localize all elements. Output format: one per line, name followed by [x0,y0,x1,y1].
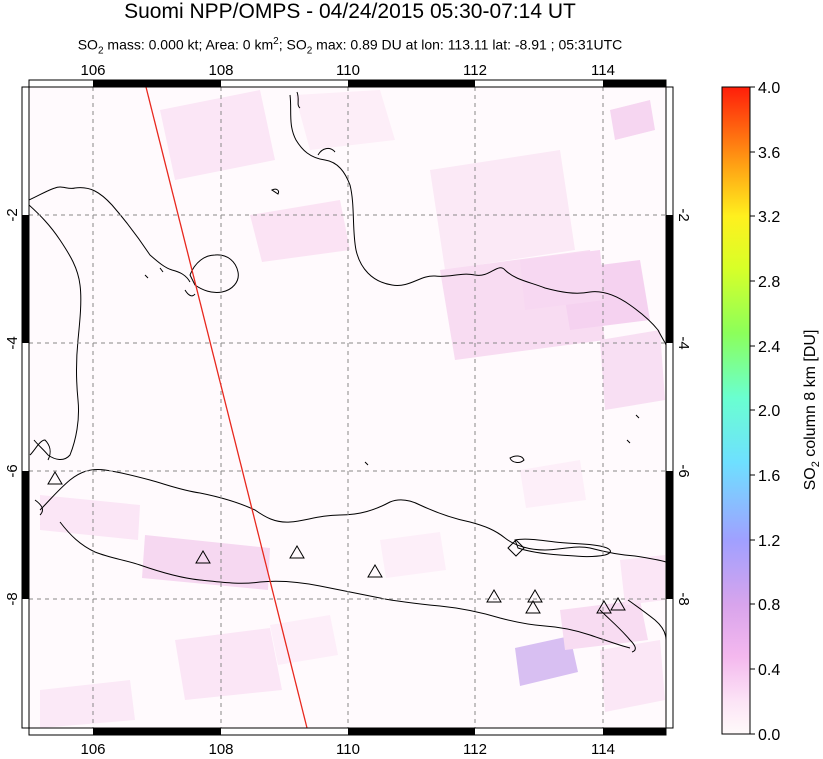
lat-ticks-left: -2 -4 -6 -8 [4,208,21,605]
colorbar-title: SO2 column 8 km [DU] [802,330,822,491]
lat-tick: -6 [675,464,692,477]
lat-tick: -4 [4,336,21,349]
lon-tick: 110 [336,62,360,79]
lat-tick: -4 [675,336,692,349]
volcano-marker [47,471,63,485]
graticule [29,87,666,728]
colorbar-tick-label: 2.4 [758,339,780,356]
volcano-marker [527,589,543,603]
colorbar-tick-label: 3.2 [758,209,780,226]
coastlines [29,91,666,653]
colorbar-tick-label: 2.8 [758,274,780,291]
lat-ticks-right: -2 -4 -6 -8 [675,208,692,605]
colorbar-tick-label: 1.6 [758,468,780,485]
so2-retrieval-pixels [40,90,665,728]
lon-tick: 114 [591,62,615,79]
volcano-marker [507,539,525,557]
volcano-marker [525,600,541,614]
lon-ticks-top: 106 108 110 112 114 [80,62,614,79]
volcano-marker [195,550,211,564]
volcano-marker [610,597,626,611]
map-subtitle: SO2 mass: 0.000 kt; Area: 0 km2; SO2 max… [77,36,623,57]
colorbar-tick-label: 0.0 [758,727,780,744]
colorbar-tick-label: 2.0 [758,403,780,420]
colorbar [721,86,751,735]
lat-tick: -6 [4,464,21,477]
lon-tick: 108 [208,62,233,79]
swath-edge-line [145,86,308,729]
volcano-markers [47,471,626,614]
colorbar-tick-labels: 4.0 3.6 3.2 2.8 2.4 2.0 1.6 1.2 0.8 0.4 … [758,80,780,744]
lon-tick: 108 [208,741,233,758]
map-frame [21,79,674,736]
colorbar-tick-label: 0.4 [758,662,780,679]
lon-tick: 110 [336,741,360,758]
lon-tick: 112 [463,741,487,758]
lon-ticks-bottom: 106 108 110 112 114 [80,741,614,758]
lon-tick: 106 [80,741,105,758]
colorbar-tick-label: 3.6 [758,145,780,162]
colorbar-tick-label: 4.0 [758,80,780,97]
lon-tick: 114 [591,741,615,758]
lon-tick: 106 [80,62,105,79]
volcano-marker [486,589,502,603]
lon-tick: 112 [463,62,487,79]
lat-tick: -8 [4,592,21,605]
colorbar-tick-label: 0.8 [758,597,780,614]
volcano-marker [596,600,612,614]
map-title: Suomi NPP/OMPS - 04/24/2015 05:30-07:14 … [124,0,576,23]
lat-tick: -2 [675,208,692,221]
lat-tick: -2 [4,208,21,221]
volcano-marker [367,564,383,578]
lat-tick: -8 [675,592,692,605]
volcano-marker [289,545,305,559]
colorbar-tick-label: 1.2 [758,533,780,550]
colorbar-ticks [750,86,755,735]
